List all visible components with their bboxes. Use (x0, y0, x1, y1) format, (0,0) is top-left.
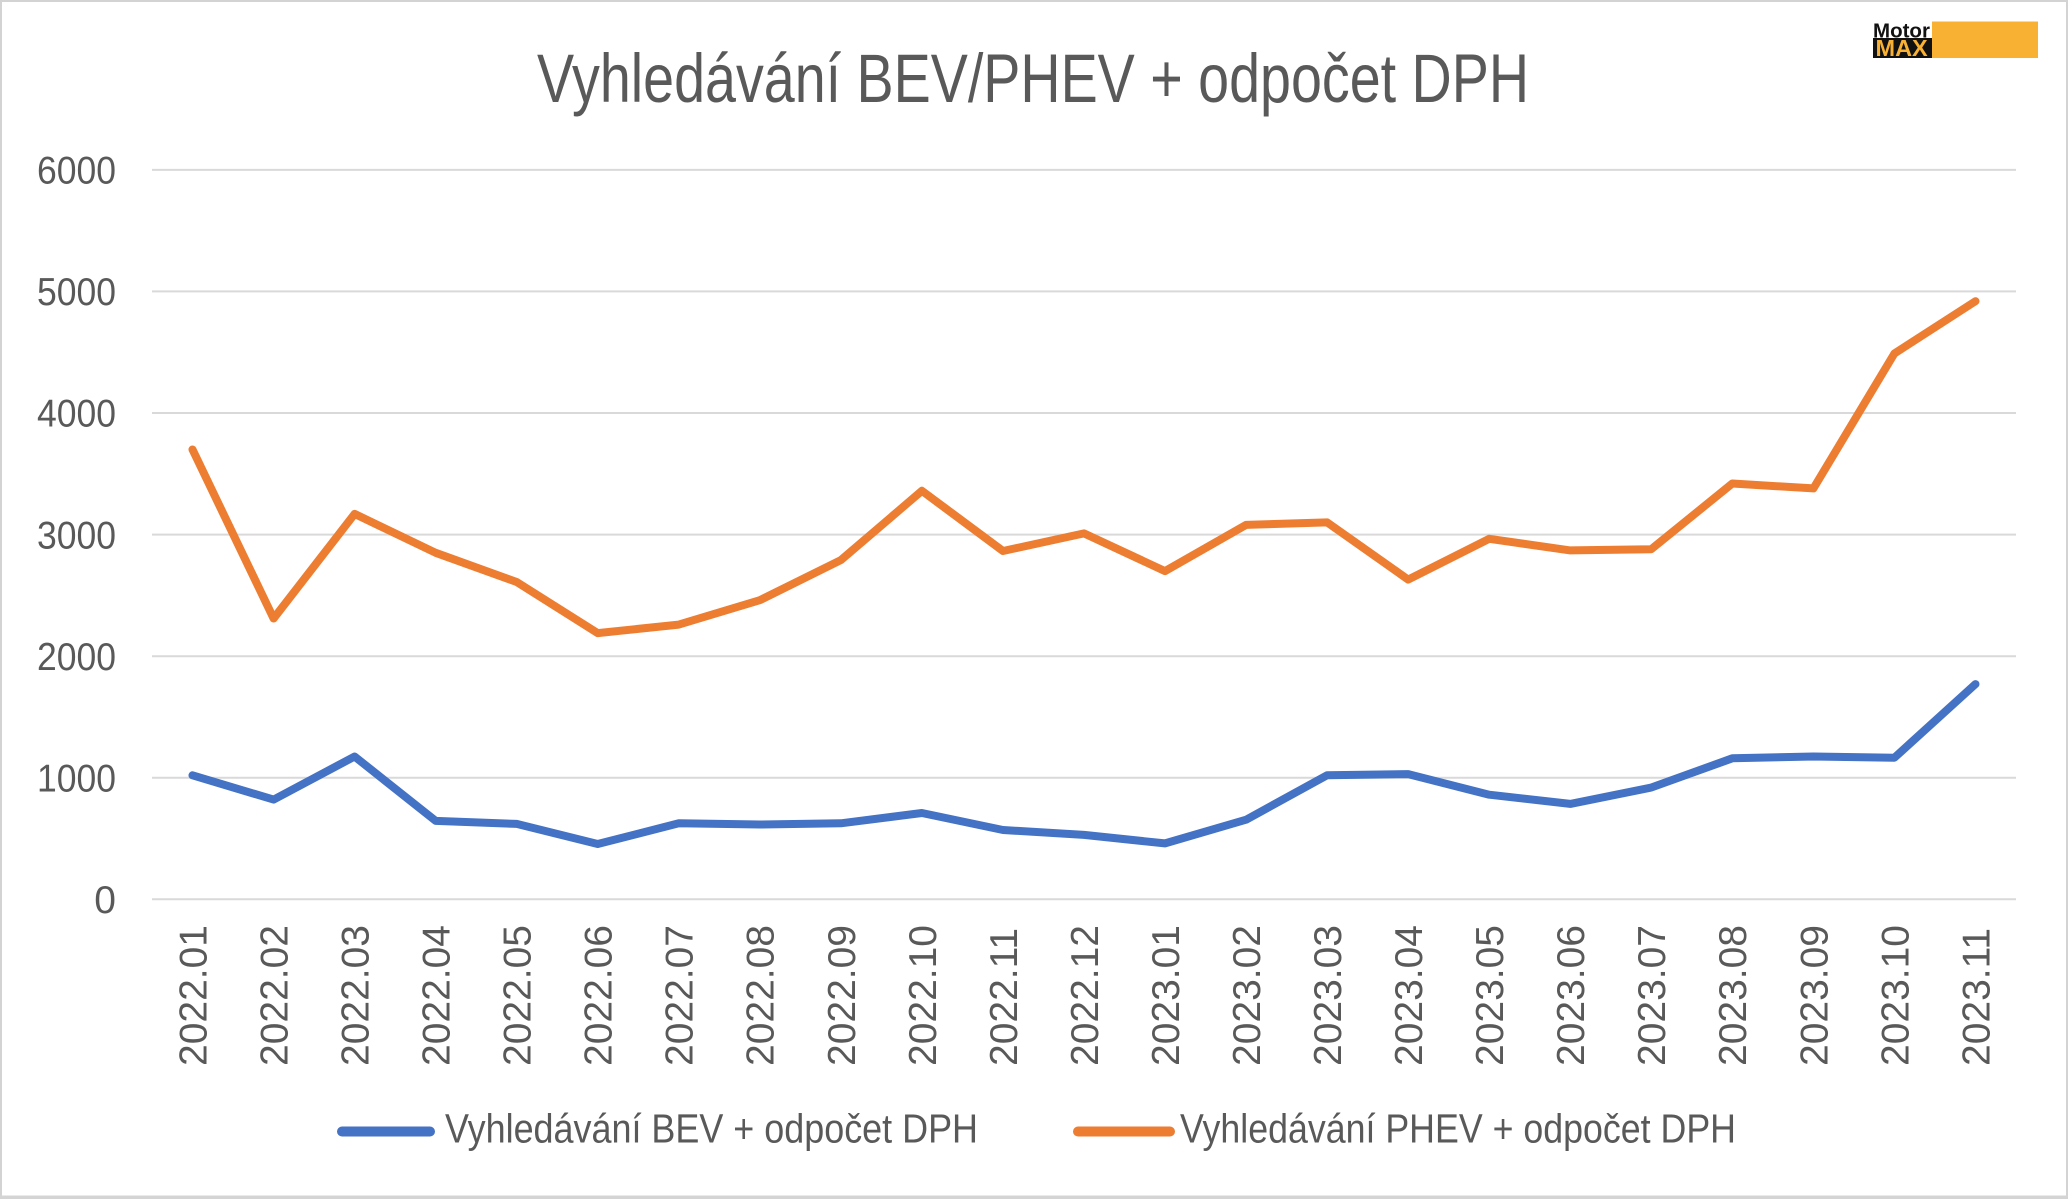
svg-text:2023.09: 2023.09 (1793, 925, 1836, 1066)
svg-text:2022.05: 2022.05 (497, 925, 540, 1066)
svg-text:2023.04: 2023.04 (1388, 925, 1431, 1066)
svg-text:2022.09: 2022.09 (821, 925, 864, 1066)
svg-text:2022.08: 2022.08 (740, 925, 783, 1066)
svg-text:2023.02: 2023.02 (1226, 925, 1269, 1066)
svg-text:Vyhledávání BEV/PHEV + odpočet: Vyhledávání BEV/PHEV + odpočet DPH (537, 40, 1529, 117)
svg-text:2022.01: 2022.01 (172, 925, 215, 1066)
svg-text:2022.10: 2022.10 (902, 925, 945, 1066)
svg-text:2023.06: 2023.06 (1550, 925, 1593, 1066)
svg-text:2023.03: 2023.03 (1307, 925, 1350, 1066)
svg-text:5000: 5000 (37, 271, 116, 314)
svg-text:2022.02: 2022.02 (254, 925, 297, 1066)
svg-text:2000: 2000 (37, 636, 116, 679)
svg-text:2023.08: 2023.08 (1712, 925, 1755, 1066)
svg-text:0: 0 (94, 879, 116, 922)
svg-text:3000: 3000 (37, 514, 116, 557)
svg-text:2022.11: 2022.11 (983, 928, 1026, 1066)
svg-text:MAX: MAX (1876, 35, 1929, 61)
svg-text:2022.07: 2022.07 (659, 925, 702, 1066)
svg-text:2023.07: 2023.07 (1631, 925, 1674, 1066)
svg-text:Vyhledávání BEV + odpočet DPH: Vyhledávání BEV + odpočet DPH (445, 1106, 978, 1152)
svg-text:2023.10: 2023.10 (1874, 925, 1917, 1066)
svg-text:2023.11: 2023.11 (1955, 928, 1998, 1066)
svg-text:Motor: Motor (1873, 20, 1930, 43)
svg-text:2022.03: 2022.03 (335, 925, 378, 1066)
svg-text:2023.01: 2023.01 (1145, 925, 1188, 1066)
svg-text:6000: 6000 (37, 150, 116, 193)
svg-text:4000: 4000 (37, 393, 116, 436)
svg-text:2022.04: 2022.04 (416, 925, 459, 1066)
svg-text:2022.06: 2022.06 (578, 925, 621, 1066)
svg-text:2022.12: 2022.12 (1064, 925, 1107, 1066)
svg-text:2023.05: 2023.05 (1469, 925, 1512, 1066)
svg-text:Vyhledávání PHEV + odpočet DPH: Vyhledávání PHEV + odpočet DPH (1180, 1106, 1736, 1152)
svg-text:1000: 1000 (37, 757, 116, 800)
